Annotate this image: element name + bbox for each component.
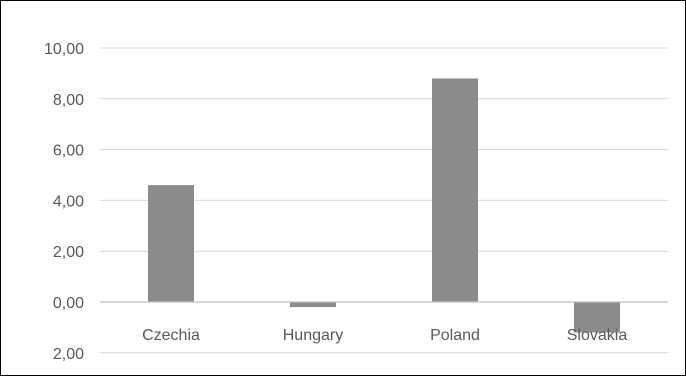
bars: [148, 78, 620, 333]
x-category-label: Poland: [430, 327, 480, 344]
x-category-label: Hungary: [283, 327, 343, 344]
bar-slovakia: [574, 302, 620, 333]
y-axis-tick-labels: 10,00 8,00 6,00 4,00 2,00 0,00 2,00: [44, 41, 84, 363]
bar-poland: [432, 78, 478, 302]
bar-hungary: [290, 302, 336, 308]
gridlines: [100, 47, 668, 354]
x-axis-category-labels: Czechia Hungary Poland Slovakia: [142, 327, 627, 344]
y-tick-label: 2,00: [53, 346, 84, 363]
y-tick-label: 10,00: [44, 41, 84, 58]
y-tick-label: 0,00: [53, 295, 84, 312]
y-tick-label: 2,00: [53, 244, 84, 261]
y-tick-label: 6,00: [53, 143, 84, 160]
bar-czechia: [148, 185, 194, 302]
y-tick-label: 4,00: [53, 193, 84, 210]
y-tick-label: 8,00: [53, 92, 84, 109]
x-category-label: Slovakia: [567, 327, 628, 344]
x-category-label: Czechia: [142, 327, 200, 344]
